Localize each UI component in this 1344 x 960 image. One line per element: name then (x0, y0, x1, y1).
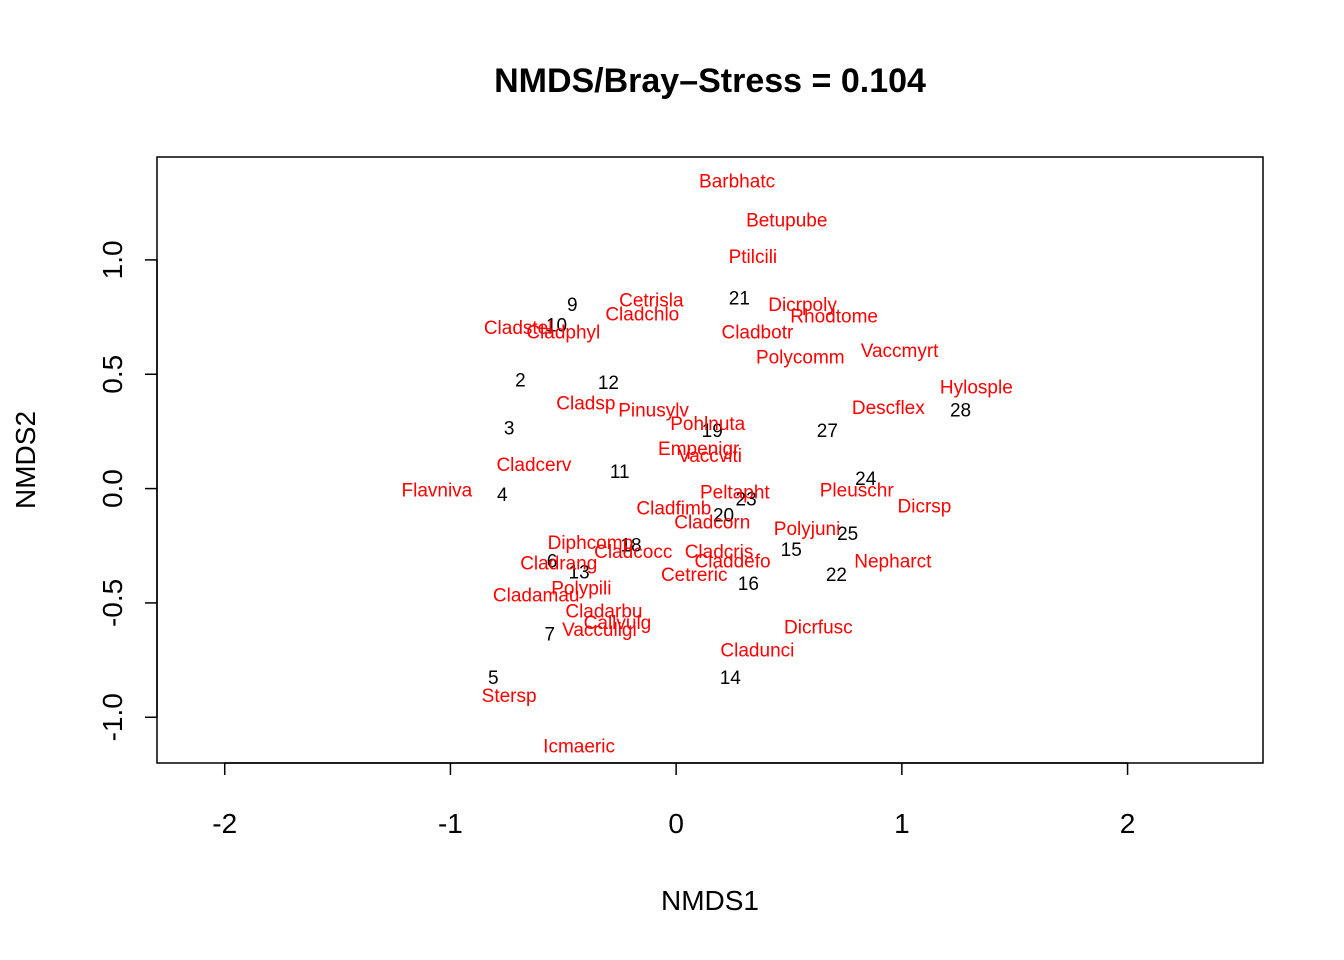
site-label: 22 (826, 565, 847, 586)
species-label: Cetreric (661, 565, 728, 586)
site-label: 15 (781, 540, 802, 561)
species-label: Cladcerv (496, 455, 571, 476)
site-label: 2 (515, 371, 526, 392)
chart-title: NMDS/Bray–Stress = 0.104 (494, 62, 926, 100)
species-label: Peltapht (700, 483, 770, 504)
x-axis-label: NMDS1 (661, 885, 759, 916)
x-tick-label: -2 (212, 808, 237, 839)
species-label: Stersp (482, 686, 537, 707)
site-label: 7 (544, 624, 555, 645)
site-label: 3 (504, 419, 515, 440)
species-label: Cladfimb (636, 499, 711, 520)
x-tick-label: -1 (438, 808, 463, 839)
species-label: Polycomm (756, 348, 845, 369)
x-tick-label: 0 (668, 808, 684, 839)
species-label: Cetrisla (619, 291, 684, 312)
species-label: Polyjuni (774, 519, 841, 540)
species-label: Cladcocc (594, 542, 672, 563)
species-label: Vaccviti (678, 446, 742, 467)
species-label: Descflex (852, 398, 925, 419)
site-label: 16 (738, 574, 759, 595)
species-label: Ptilcili (729, 247, 778, 268)
species-label: Vacculigi (562, 620, 637, 641)
site-label: 25 (837, 524, 858, 545)
y-tick-label: 1.0 (97, 240, 128, 279)
species-label: Betupube (746, 211, 827, 232)
site-label: 12 (598, 373, 619, 394)
species-label: Cladbotr (721, 323, 793, 344)
site-label: 19 (702, 421, 723, 442)
species-label: Vaccmyrt (861, 341, 939, 362)
site-label: 24 (855, 469, 877, 490)
site-label: 11 (610, 462, 630, 483)
x-tick-label: 2 (1120, 808, 1136, 839)
y-tick-label: -1.0 (97, 693, 128, 741)
species-label: Diphcomp (548, 533, 634, 554)
species-label: Cladcris (685, 542, 754, 563)
species-label: Empenigr (658, 439, 740, 460)
species-label: Pleuschr (820, 480, 895, 501)
species-label: Barbhatc (699, 172, 775, 193)
site-label: 6 (547, 551, 558, 572)
species-label: Claddefo (695, 551, 771, 572)
site-label: 21 (729, 288, 750, 309)
species-label: Cladarbu (565, 602, 642, 623)
site-label: 20 (713, 506, 734, 527)
species-label: Dicrfusc (784, 618, 853, 639)
y-axis-label: NMDS2 (10, 411, 41, 509)
species-label: Icmaeric (543, 736, 615, 757)
y-tick-label: -0.5 (97, 579, 128, 627)
site-label: 5 (488, 668, 499, 689)
species-label: Rhodtome (790, 307, 878, 328)
species-label: Cladamau (493, 586, 580, 607)
site-label: 27 (817, 421, 838, 442)
species-label: Dicrpoly (768, 295, 837, 316)
y-tick-label: 0.0 (97, 469, 128, 508)
species-label: Cladunci (720, 640, 794, 661)
site-label: 14 (720, 668, 742, 689)
species-label: Pinusylv (618, 400, 689, 421)
site-label: 28 (950, 400, 971, 421)
x-axis: -2 -1 0 1 2 (212, 762, 1136, 839)
species-label: Pohlnuta (670, 414, 745, 435)
species-label: Dicrsp (898, 496, 952, 517)
y-axis: -1.0 -0.5 0.0 0.5 1.0 (97, 240, 158, 741)
site-label: 18 (620, 535, 641, 556)
species-label: Hylosple (940, 377, 1013, 398)
site-label: 9 (567, 295, 578, 316)
site-label: 10 (546, 316, 567, 337)
species-label: Cladphyl (526, 323, 600, 344)
species-label: Flavniva (402, 480, 473, 501)
site-label: 23 (736, 490, 757, 511)
species-label: Nepharct (854, 551, 932, 572)
y-tick-label: 0.5 (97, 355, 128, 394)
species-label: Cladcorn (674, 512, 750, 533)
x-tick-label: 1 (894, 808, 910, 839)
site-label: 13 (569, 563, 590, 584)
species-label: Callvulg (584, 613, 652, 634)
species-label: Cladsp (556, 393, 615, 414)
species-label: Cladrang (520, 554, 597, 575)
species-label: Cladstel (484, 318, 553, 339)
species-label: Polypili (551, 579, 611, 600)
species-label: Cladchlo (605, 304, 679, 325)
site-label: 4 (497, 485, 508, 506)
